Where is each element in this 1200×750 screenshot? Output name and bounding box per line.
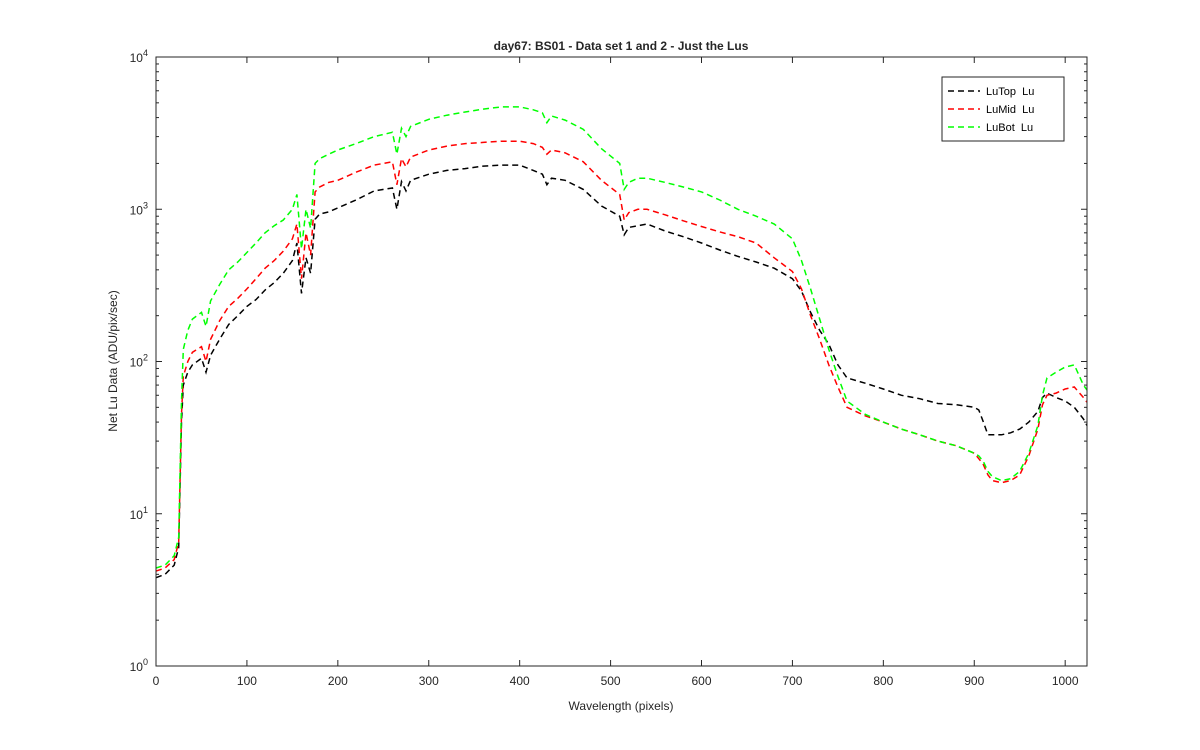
plot-area — [156, 57, 1087, 666]
legend-label-1: LuTop Lu — [986, 86, 1034, 98]
y-tick-exponent: 3 — [143, 200, 148, 210]
x-tick-label: 500 — [601, 674, 621, 688]
x-axis-label: Wavelength (pixels) — [569, 699, 674, 713]
y-tick-exponent: 1 — [143, 505, 148, 515]
x-tick-label: 200 — [328, 674, 348, 688]
y-tick-base: 10 — [130, 51, 144, 65]
legend-label-2: LuMid Lu — [986, 104, 1034, 116]
y-tick-label: 103 — [130, 200, 148, 217]
y-tick-label: 101 — [130, 505, 148, 522]
y-axis-label: Net Lu Data (ADU/pix/sec) — [106, 290, 120, 431]
series-line-2 — [155, 140, 1088, 572]
legend: LuTop Lu LuMid Lu LuBot Lu — [941, 76, 1065, 142]
legend-label-3: LuBot Lu — [986, 122, 1033, 134]
y-tick-label: 104 — [130, 48, 148, 65]
y-tick-base: 10 — [130, 203, 144, 217]
y-tick-label: 100 — [130, 657, 148, 674]
series-layer — [155, 106, 1088, 579]
x-tick-label: 300 — [419, 674, 439, 688]
legend-box — [941, 76, 1065, 142]
y-tick-exponent: 2 — [143, 353, 148, 363]
y-tick-exponent: 0 — [143, 657, 148, 667]
plot-box — [155, 56, 1088, 667]
y-tick-base: 10 — [130, 508, 144, 522]
x-tick-label: 400 — [510, 674, 530, 688]
x-tick-label: 1000 — [1052, 674, 1079, 688]
y-tick-exponent: 4 — [143, 48, 148, 58]
series-line-1 — [155, 164, 1088, 579]
x-tick-labels: 0 100 200 300 400 500 600 700 800 900 1000 — [153, 674, 1079, 688]
chart-title: day67: BS01 - Data set 1 and 2 - Just th… — [494, 39, 749, 53]
x-tick-label: 600 — [691, 674, 711, 688]
y-tick-base: 10 — [130, 660, 144, 674]
x-tick-label: 100 — [237, 674, 257, 688]
series-line-3 — [155, 106, 1088, 569]
x-tick-label: 700 — [782, 674, 802, 688]
x-tick-label: 0 — [153, 674, 160, 688]
y-tick-base: 10 — [130, 356, 144, 370]
y-tick-label: 102 — [130, 353, 148, 370]
x-tick-label: 900 — [964, 674, 984, 688]
x-tick-label: 800 — [873, 674, 893, 688]
